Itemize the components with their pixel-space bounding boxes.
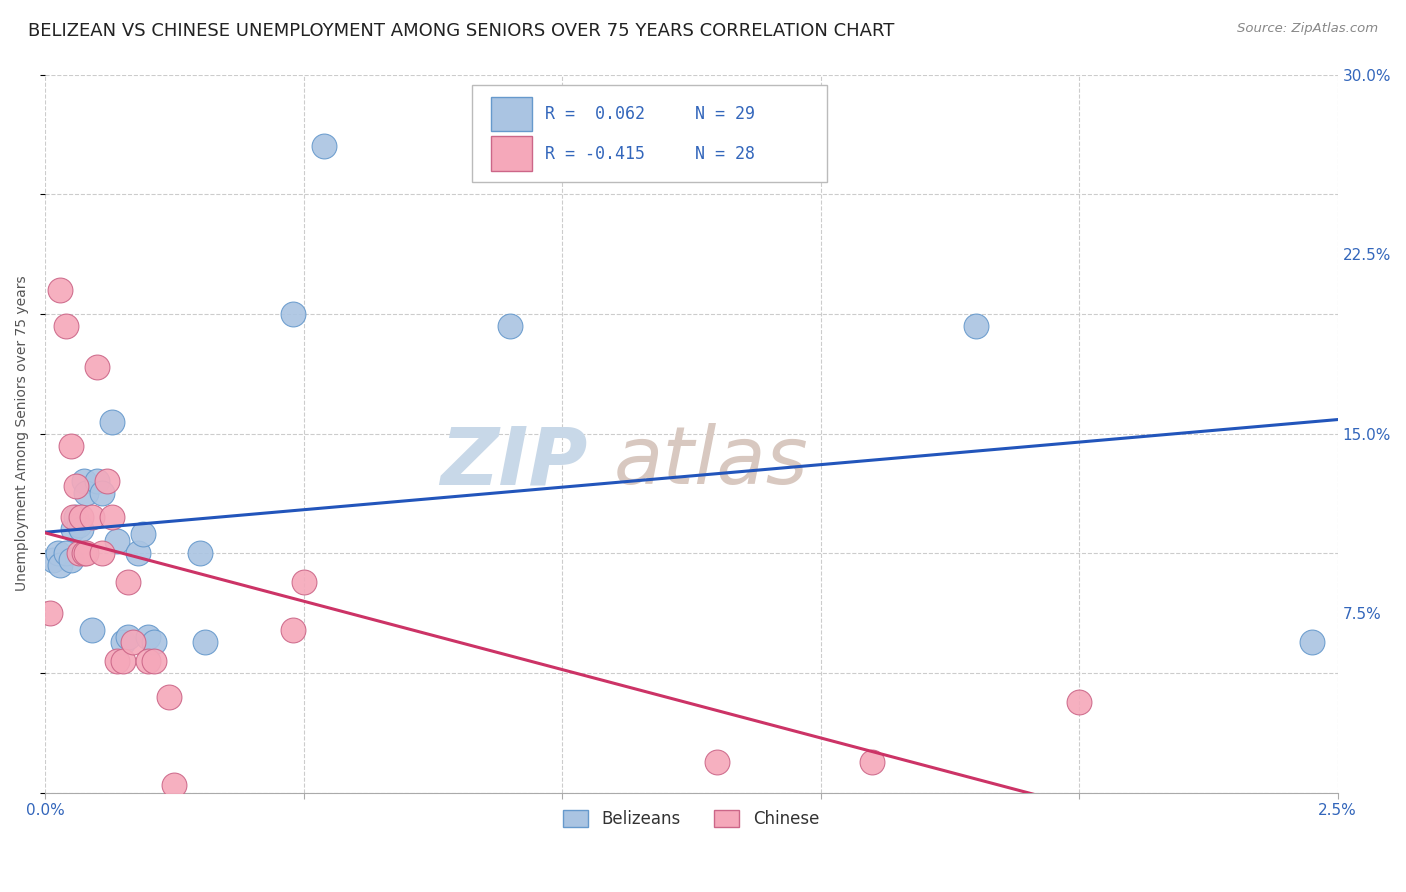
Point <box>86 359 108 374</box>
Point <box>101 415 124 429</box>
Point <box>59 553 82 567</box>
Point <box>117 574 139 589</box>
Point <box>49 283 72 297</box>
Point <box>965 318 987 333</box>
Point <box>96 475 118 489</box>
Point <box>122 635 145 649</box>
Point <box>157 690 180 704</box>
Point <box>283 307 305 321</box>
Point <box>55 318 77 333</box>
Point <box>132 527 155 541</box>
Point <box>142 654 165 668</box>
Point <box>86 475 108 489</box>
Point <box>39 606 62 620</box>
Point <box>73 475 96 489</box>
Point <box>117 630 139 644</box>
Point <box>59 439 82 453</box>
Point <box>80 623 103 637</box>
Point <box>292 574 315 589</box>
Point <box>101 510 124 524</box>
Point <box>70 522 93 536</box>
Point <box>46 546 69 560</box>
Y-axis label: Unemployment Among Seniors over 75 years: Unemployment Among Seniors over 75 years <box>15 276 30 591</box>
Point <box>706 755 728 769</box>
Point <box>70 510 93 524</box>
FancyBboxPatch shape <box>491 97 533 131</box>
Point <box>62 522 84 536</box>
Point <box>163 779 186 793</box>
Point <box>55 546 77 560</box>
FancyBboxPatch shape <box>491 136 533 170</box>
Point <box>80 510 103 524</box>
Point <box>105 654 128 668</box>
FancyBboxPatch shape <box>471 86 827 182</box>
Text: N = 28: N = 28 <box>695 145 755 162</box>
Point <box>111 654 134 668</box>
Point <box>194 635 217 649</box>
Text: atlas: atlas <box>614 424 808 501</box>
Text: R = -0.415: R = -0.415 <box>546 145 645 162</box>
Point <box>142 635 165 649</box>
Point <box>67 546 90 560</box>
Legend: Belizeans, Chinese: Belizeans, Chinese <box>557 803 825 835</box>
Point <box>62 510 84 524</box>
Point <box>499 318 522 333</box>
Point <box>65 479 87 493</box>
Point <box>860 755 883 769</box>
Text: R =  0.062: R = 0.062 <box>546 105 645 123</box>
Point <box>90 486 112 500</box>
Point <box>127 546 149 560</box>
Point <box>283 623 305 637</box>
Point <box>75 546 97 560</box>
Point <box>105 534 128 549</box>
Text: ZIP: ZIP <box>440 424 588 501</box>
Point <box>42 553 65 567</box>
Point <box>314 139 336 153</box>
Text: BELIZEAN VS CHINESE UNEMPLOYMENT AMONG SENIORS OVER 75 YEARS CORRELATION CHART: BELIZEAN VS CHINESE UNEMPLOYMENT AMONG S… <box>28 22 894 40</box>
Point <box>73 546 96 560</box>
Point <box>49 558 72 573</box>
Point <box>138 654 160 668</box>
Text: N = 29: N = 29 <box>695 105 755 123</box>
Point <box>1069 695 1091 709</box>
Point <box>67 517 90 532</box>
Point <box>65 510 87 524</box>
Point <box>111 635 134 649</box>
Text: Source: ZipAtlas.com: Source: ZipAtlas.com <box>1237 22 1378 36</box>
Point <box>138 630 160 644</box>
Point <box>75 486 97 500</box>
Point <box>1301 635 1323 649</box>
Point <box>90 546 112 560</box>
Point <box>188 546 211 560</box>
